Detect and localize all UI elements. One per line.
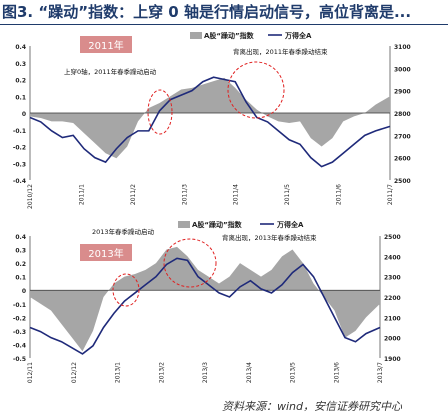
y-left-tick-label: -0.1 — [13, 128, 26, 135]
wind-a-line-series — [29, 257, 381, 355]
y-left-tick-label: 0 — [22, 288, 26, 295]
y-right-tick-label: 3000 — [394, 66, 411, 73]
legend-label: 万得全A — [276, 220, 304, 229]
x-tick-label: 2013/5 — [290, 362, 297, 383]
y-left-tick-label: -0.3 — [13, 329, 26, 336]
x-tick-label: 2011/1 — [78, 184, 85, 205]
x-tick-label: 2012/11 — [27, 362, 34, 383]
y-left-tick-label: 0.3 — [15, 61, 26, 68]
x-tick-label: 2011/2 — [130, 184, 137, 205]
y-left-tick-label: -0.2 — [13, 315, 26, 322]
y-left-tick-label: -0.4 — [13, 178, 26, 185]
y-left-tick-label: 0.2 — [15, 78, 26, 85]
y-right-tick-label: 2800 — [394, 111, 411, 118]
legend-label: A股“躁动”指数 — [192, 220, 243, 229]
x-tick-label: 2013/3 — [202, 362, 209, 383]
x-tick-label: 2011/6 — [336, 184, 343, 205]
chart-2011: 0.4 0.3 0.2 0.1 0 -0.1 -0.2 -0.3 -0.4 3100 3000 290… — [13, 31, 411, 209]
y-left-tick-label: 0 — [22, 111, 26, 118]
page-title: 图3. “躁动”指数：上穿 0 轴是行情启动信号，高位背离是... — [2, 3, 412, 21]
x-tick-label: 2013/7 — [377, 362, 384, 383]
highlight-circle — [112, 273, 140, 307]
source-note: 资料来源：wind，安信证券研究中心 — [221, 400, 402, 413]
y-left-tick-label: -0.5 — [13, 356, 26, 363]
y-left-tick-label: -0.1 — [13, 302, 26, 309]
wind-a-line-series — [29, 76, 391, 168]
x-tick-label: 2012/12 — [71, 362, 78, 383]
y-left-tick-label: 0.1 — [15, 94, 26, 101]
y-right-tick-label: 2300 — [384, 275, 401, 282]
year-label: 2013年 — [88, 247, 123, 260]
highlight-circle — [227, 61, 285, 119]
x-tick-label: 2013/2 — [158, 362, 165, 383]
y-left-tick-label: 0.2 — [15, 261, 26, 268]
y-right-tick-label: 2700 — [394, 133, 411, 140]
x-tick-label: 2013/6 — [333, 362, 340, 383]
x-tick-label: 2011/5 — [284, 184, 291, 205]
year-label-box — [80, 244, 132, 261]
y-left-tick-label: 0.3 — [15, 248, 26, 255]
y-left-tick-label: 0.1 — [15, 275, 26, 282]
y-right-tick-label: 1900 — [384, 356, 401, 363]
x-tick-label: 2013/1 — [115, 362, 122, 383]
y-right-tick-label: 2500 — [384, 234, 401, 241]
y-left-tick-label: -0.3 — [13, 161, 26, 168]
title-divider — [0, 24, 448, 25]
y-right-tick-label: 2000 — [384, 336, 401, 343]
x-tick-label: 2011/3 — [181, 184, 188, 205]
y-left-tick-label: 0.4 — [15, 44, 26, 51]
index-area-series — [30, 77, 390, 159]
y-left-tick-label: 0.4 — [15, 234, 26, 241]
annotation-text: 背离出现，2011年春季躁动结束 — [233, 47, 328, 56]
legend-swatch-area — [178, 221, 190, 228]
year-label-box — [80, 36, 132, 53]
y-right-tick-label: 2400 — [384, 254, 401, 261]
legend-swatch-area — [190, 32, 202, 39]
index-area-series — [30, 246, 380, 352]
year-label: 2011年 — [88, 39, 123, 52]
x-tick-label: 2011/4 — [233, 184, 240, 205]
y-right-tick-label: 2500 — [394, 178, 411, 185]
y-left-tick-label: -0.4 — [13, 342, 26, 349]
x-tick-label: 2011/7 — [387, 184, 394, 205]
highlight-circle — [163, 238, 217, 288]
legend-label: 万得全A — [284, 31, 312, 40]
y-left-tick-label: -0.2 — [13, 145, 26, 152]
y-right-tick-label: 2600 — [394, 156, 411, 163]
x-tick-label: 2013/4 — [246, 362, 253, 383]
y-right-tick-label: 2100 — [384, 315, 401, 322]
annotation-text: 上穿0轴，2011年春季躁动启动 — [64, 67, 157, 76]
chart-2013: 0.4 0.3 0.2 0.1 0 -0.1 -0.2 -0.3 -0.4 -0.5 2500 240… — [13, 220, 401, 383]
highlight-circle — [147, 89, 173, 135]
y-right-tick-label: 2200 — [384, 295, 401, 302]
legend-label: A股“躁动”指数 — [204, 31, 255, 40]
y-right-tick-label: 3100 — [394, 44, 411, 51]
annotation-text: 背离出现，2013年春季躁动结束 — [222, 233, 317, 242]
y-right-tick-label: 2900 — [394, 89, 411, 96]
x-tick-label: 2010/12 — [27, 184, 34, 209]
annotation-text: 2013年春季躁动启动 — [92, 227, 155, 236]
